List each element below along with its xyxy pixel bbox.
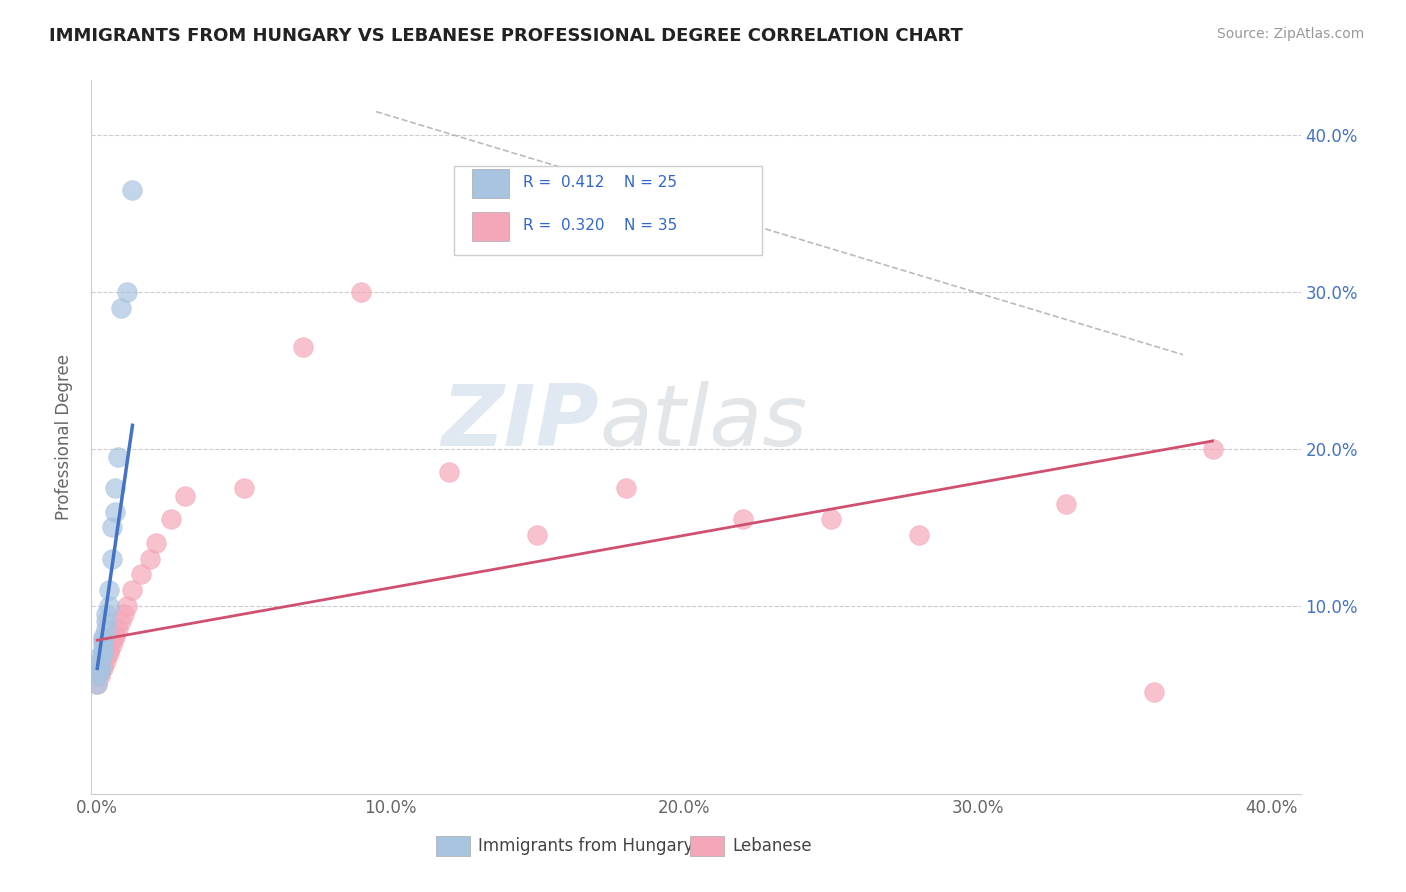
Point	[233, 481, 256, 495]
FancyBboxPatch shape	[454, 166, 762, 255]
Text: Immigrants from Hungary: Immigrants from Hungary	[478, 837, 693, 855]
Point	[439, 466, 461, 480]
Point	[110, 615, 132, 629]
Text: R =  0.320    N = 35: R = 0.320 N = 35	[523, 218, 678, 233]
Point	[121, 183, 143, 197]
Point	[159, 512, 181, 526]
Point	[98, 582, 121, 597]
Point	[91, 630, 114, 644]
Point	[94, 607, 117, 621]
Point	[908, 528, 931, 542]
Point	[101, 551, 124, 566]
Point	[91, 638, 114, 652]
Point	[107, 622, 129, 636]
Point	[104, 630, 127, 644]
Text: IMMIGRANTS FROM HUNGARY VS LEBANESE PROFESSIONAL DEGREE CORRELATION CHART: IMMIGRANTS FROM HUNGARY VS LEBANESE PROF…	[49, 27, 963, 45]
Point	[731, 512, 754, 526]
Point	[91, 633, 114, 648]
Point	[89, 665, 111, 679]
Point	[94, 615, 117, 629]
Point	[98, 599, 121, 613]
Point	[350, 285, 373, 299]
Point	[94, 622, 117, 636]
Point	[107, 450, 129, 464]
Text: Source: ZipAtlas.com: Source: ZipAtlas.com	[1216, 27, 1364, 41]
Point	[101, 638, 124, 652]
Point	[89, 648, 111, 663]
Point	[91, 642, 114, 657]
Point	[112, 607, 135, 621]
Point	[104, 481, 127, 495]
Point	[1201, 442, 1223, 456]
Text: ZIP: ZIP	[441, 381, 599, 465]
Point	[89, 665, 111, 679]
Point	[91, 646, 114, 660]
Point	[104, 627, 127, 641]
Bar	[472, 212, 509, 241]
Point	[86, 669, 108, 683]
Point	[89, 669, 111, 683]
Point	[121, 582, 143, 597]
Bar	[690, 836, 724, 856]
Text: atlas: atlas	[599, 381, 807, 465]
Point	[614, 481, 637, 495]
Point	[101, 633, 124, 648]
Y-axis label: Professional Degree: Professional Degree	[55, 354, 73, 520]
Point	[91, 661, 114, 675]
Point	[110, 301, 132, 315]
Point	[89, 654, 111, 668]
Point	[91, 658, 114, 673]
Point	[86, 677, 108, 691]
Point	[174, 489, 197, 503]
Point	[115, 285, 138, 299]
Point	[129, 567, 152, 582]
Point	[98, 646, 121, 660]
Point	[94, 654, 117, 668]
Point	[526, 528, 548, 542]
Point	[94, 648, 117, 663]
Point	[1054, 497, 1077, 511]
Point	[1143, 685, 1166, 699]
Point	[145, 536, 167, 550]
Point	[820, 512, 842, 526]
Bar	[436, 836, 470, 856]
Point	[104, 505, 127, 519]
Point	[139, 551, 162, 566]
Text: R =  0.412    N = 25: R = 0.412 N = 25	[523, 175, 678, 190]
Point	[291, 340, 314, 354]
Point	[89, 661, 111, 675]
Point	[86, 677, 108, 691]
Bar	[472, 169, 509, 198]
Point	[89, 658, 111, 673]
Text: Lebanese: Lebanese	[733, 837, 811, 855]
Point	[115, 599, 138, 613]
Point	[101, 520, 124, 534]
Point	[98, 642, 121, 657]
